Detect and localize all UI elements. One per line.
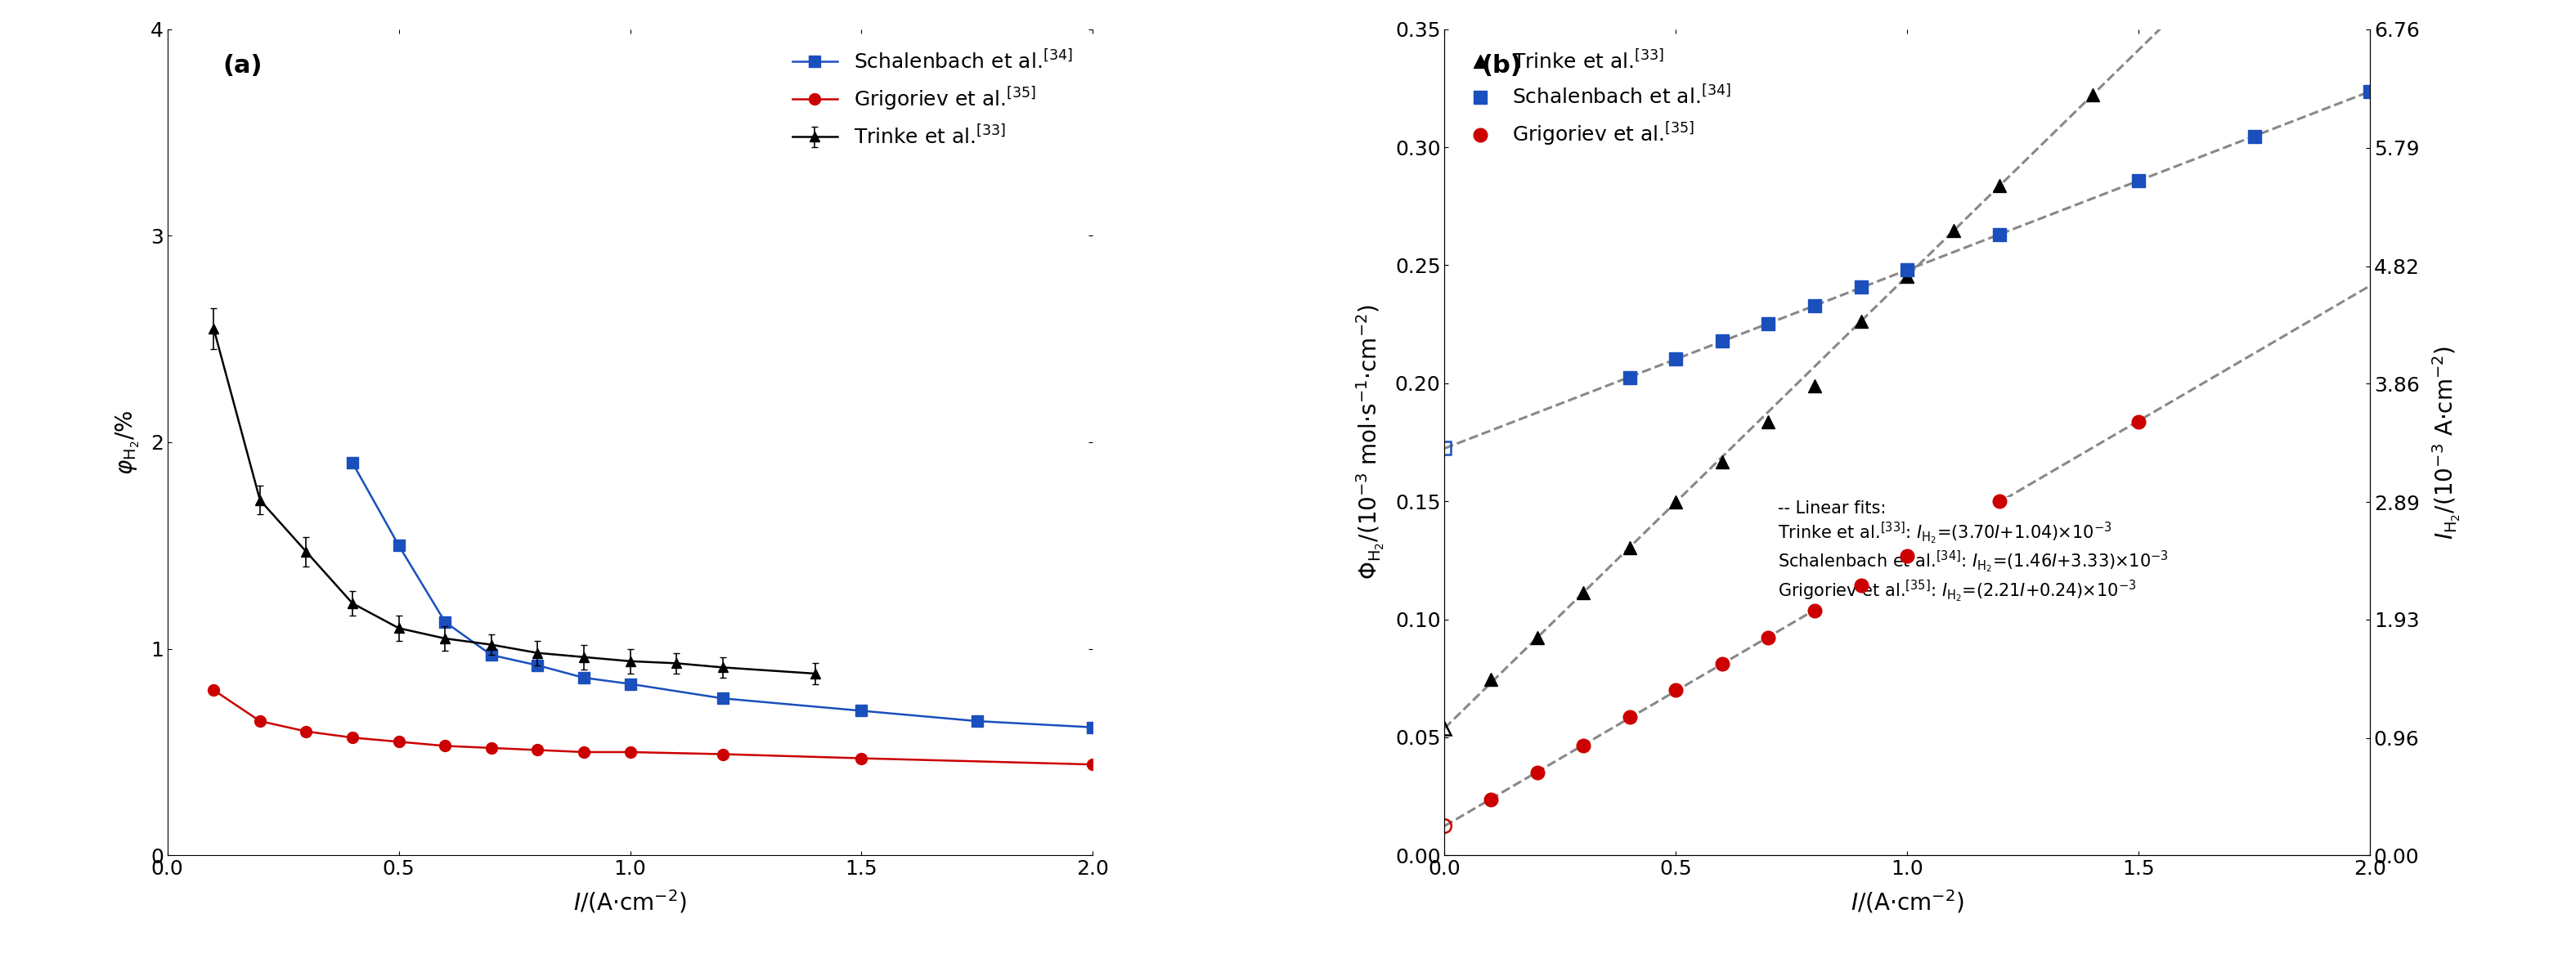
Grigoriev et al.$^{[35]}$ (1891, 550, 1922, 562)
Schalenbach et al.$^{[34]}$ (1891, 264, 1922, 276)
Text: (b): (b) (1481, 54, 1522, 78)
Trinke et al.$^{[33]}$ (1798, 380, 1829, 392)
Trinke et al.$^{[33]}$ (1708, 456, 1739, 468)
Line: Grigoriev et al.$^{[35]}$: Grigoriev et al.$^{[35]}$ (1484, 415, 2146, 806)
Line: Schalenbach et al.$^{[34]}$: Schalenbach et al.$^{[34]}$ (1623, 85, 2378, 384)
Grigoriev et al.$^{[35]}$ (477, 743, 507, 754)
Grigoriev et al.$^{[35]}$ (1662, 684, 1692, 696)
Grigoriev et al.$^{[35]}$ (708, 748, 739, 760)
Schalenbach et al.$^{[34]}$ (569, 672, 600, 683)
Grigoriev et al.$^{[35]}$ (1615, 712, 1646, 723)
Grigoriev et al.$^{[35]}$ (1077, 758, 1108, 770)
Grigoriev et al.$^{[35]}$ (1798, 606, 1829, 617)
Trinke et al.$^{[33]}$ (1984, 180, 2014, 191)
Schalenbach et al.$^{[34]}$ (961, 715, 992, 727)
Grigoriev et al.$^{[35]}$ (337, 732, 368, 744)
Grigoriev et al.$^{[35]}$ (1476, 793, 1507, 805)
Schalenbach et al.$^{[34]}$ (1984, 228, 2014, 240)
Grigoriev et al.$^{[35]}$ (198, 684, 229, 696)
Schalenbach et al.$^{[34]}$ (523, 659, 554, 671)
Line: Grigoriev et al.$^{[35]}$: Grigoriev et al.$^{[35]}$ (209, 684, 1097, 770)
Schalenbach et al.$^{[34]}$ (1844, 281, 1875, 293)
X-axis label: $I$/(A·cm$^{-2}$): $I$/(A·cm$^{-2}$) (1850, 888, 1963, 915)
Grigoriev et al.$^{[35]}$ (245, 715, 276, 727)
Schalenbach et al.$^{[34]}$ (384, 539, 415, 551)
Schalenbach et al.$^{[34]}$ (337, 457, 368, 469)
Schalenbach et al.$^{[34]}$ (1752, 318, 1783, 330)
Schalenbach et al.$^{[34]}$ (708, 692, 739, 704)
Trinke et al.$^{[33]}$ (2076, 89, 2107, 101)
Legend: Schalenbach et al.$^{[34]}$, Grigoriev et al.$^{[35]}$, Trinke et al.$^{[33]}$: Schalenbach et al.$^{[34]}$, Grigoriev e… (783, 40, 1082, 158)
Trinke et al.$^{[33]}$ (1891, 270, 1922, 282)
Line: Trinke et al.$^{[33]}$: Trinke et al.$^{[33]}$ (1484, 88, 2099, 686)
Schalenbach et al.$^{[34]}$ (845, 705, 876, 716)
Trinke et al.$^{[33]}$ (1615, 541, 1646, 553)
Schalenbach et al.$^{[34]}$ (616, 678, 647, 690)
Trinke et al.$^{[33]}$ (1522, 632, 1553, 643)
Schalenbach et al.$^{[34]}$ (430, 616, 461, 628)
Trinke et al.$^{[33]}$ (1844, 316, 1875, 328)
Trinke et al.$^{[33]}$ (1569, 587, 1600, 599)
Grigoriev et al.$^{[35]}$ (616, 746, 647, 758)
Schalenbach et al.$^{[34]}$ (1708, 335, 1739, 347)
Schalenbach et al.$^{[34]}$ (2354, 86, 2385, 97)
Grigoriev et al.$^{[35]}$ (1708, 658, 1739, 670)
Schalenbach et al.$^{[34]}$ (477, 649, 507, 661)
Y-axis label: $\varphi_{\mathrm{H_2}}$/%: $\varphi_{\mathrm{H_2}}$/% (113, 410, 142, 474)
Grigoriev et al.$^{[35]}$ (523, 745, 554, 756)
Grigoriev et al.$^{[35]}$ (1984, 495, 2014, 506)
Grigoriev et al.$^{[35]}$ (1844, 579, 1875, 591)
Grigoriev et al.$^{[35]}$ (384, 736, 415, 747)
Schalenbach et al.$^{[34]}$ (1077, 721, 1108, 733)
Y-axis label: $I_{\mathrm{H_2}}$/(10$^{-3}$ A·cm$^{-2}$): $I_{\mathrm{H_2}}$/(10$^{-3}$ A·cm$^{-2}… (2432, 345, 2463, 539)
Grigoriev et al.$^{[35]}$ (1569, 740, 1600, 751)
Schalenbach et al.$^{[34]}$ (1662, 353, 1692, 364)
Grigoriev et al.$^{[35]}$ (291, 725, 322, 738)
Schalenbach et al.$^{[34]}$ (2123, 175, 2154, 187)
Schalenbach et al.$^{[34]}$ (2239, 131, 2269, 143)
Text: -- Linear fits:
Trinke et al.$^{[33]}$: $I_{\mathrm{H_2}}$=(3.70$I$+1.04)×10$^{-: -- Linear fits: Trinke et al.$^{[33]}$: … (1777, 501, 2169, 605)
Trinke et al.$^{[33]}$ (1752, 416, 1783, 428)
X-axis label: $I$/(A·cm$^{-2}$): $I$/(A·cm$^{-2}$) (574, 888, 688, 915)
Trinke et al.$^{[33]}$ (1662, 497, 1692, 508)
Trinke et al.$^{[33]}$ (1476, 674, 1507, 685)
Grigoriev et al.$^{[35]}$ (2123, 416, 2154, 428)
Grigoriev et al.$^{[35]}$ (1522, 766, 1553, 778)
Y-axis label: $\Phi_{\mathrm{H_2}}$/(10$^{-3}$ mol·s$^{-1}$·cm$^{-2}$): $\Phi_{\mathrm{H_2}}$/(10$^{-3}$ mol·s$^… (1355, 304, 1386, 580)
Legend: Trinke et al.$^{[33]}$, Schalenbach et al.$^{[34]}$, Grigoriev et al.$^{[35]}$: Trinke et al.$^{[33]}$, Schalenbach et a… (1455, 40, 1741, 158)
Trinke et al.$^{[33]}$ (1937, 225, 1968, 236)
Line: Schalenbach et al.$^{[34]}$: Schalenbach et al.$^{[34]}$ (348, 457, 1097, 733)
Grigoriev et al.$^{[35]}$ (1752, 632, 1783, 643)
Schalenbach et al.$^{[34]}$ (1798, 299, 1829, 311)
Grigoriev et al.$^{[35]}$ (845, 752, 876, 764)
Text: (a): (a) (224, 54, 263, 78)
Grigoriev et al.$^{[35]}$ (569, 746, 600, 758)
Grigoriev et al.$^{[35]}$ (430, 740, 461, 751)
Schalenbach et al.$^{[34]}$ (1615, 371, 1646, 383)
